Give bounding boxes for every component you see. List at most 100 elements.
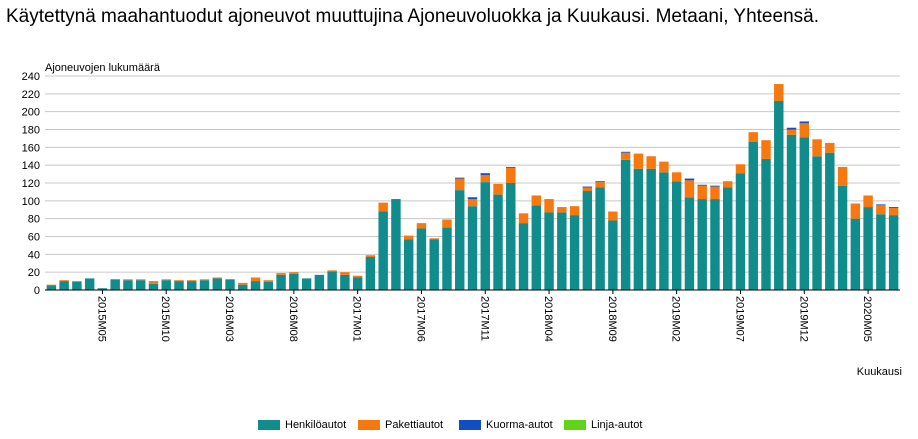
bar-segment[interactable] — [531, 195, 542, 206]
bar-segment[interactable] — [582, 186, 593, 188]
bar-segment[interactable] — [250, 281, 261, 290]
bar-segment[interactable] — [710, 185, 720, 187]
bar-segment[interactable] — [289, 273, 299, 290]
bar-segment[interactable] — [199, 280, 210, 290]
bar-segment[interactable] — [697, 185, 707, 200]
bar-segment[interactable] — [888, 215, 899, 290]
bar-segment[interactable] — [161, 280, 171, 290]
legend-item-kuorma-autot[interactable]: Kuorma-autot — [459, 419, 553, 431]
bar-segment[interactable] — [735, 173, 746, 290]
bar-segment[interactable] — [544, 199, 554, 213]
bar-segment[interactable] — [340, 274, 350, 290]
bar-segment[interactable] — [493, 194, 503, 290]
bar-segment[interactable] — [72, 281, 82, 290]
bar-segment[interactable] — [518, 213, 529, 224]
bar-segment[interactable] — [46, 284, 57, 286]
bar-segment[interactable] — [595, 181, 605, 183]
bar-segment[interactable] — [646, 168, 656, 290]
bar-segment[interactable] — [876, 205, 886, 215]
bar-segment[interactable] — [620, 151, 631, 153]
bar-segment[interactable] — [442, 219, 452, 228]
bar-segment[interactable] — [212, 278, 222, 290]
bar-segment[interactable] — [148, 283, 159, 290]
bar-segment[interactable] — [620, 152, 631, 160]
bar-segment[interactable] — [506, 183, 516, 290]
bar-segment[interactable] — [799, 121, 810, 124]
bar-segment[interactable] — [72, 281, 82, 282]
bar-segment[interactable] — [799, 137, 810, 290]
bar-segment[interactable] — [123, 280, 133, 290]
bar-segment[interactable] — [467, 206, 478, 290]
bar-segment[interactable] — [684, 180, 695, 198]
bar-segment[interactable] — [671, 172, 682, 182]
bar-segment[interactable] — [799, 123, 810, 138]
bar-segment[interactable] — [863, 207, 873, 290]
bar-segment[interactable] — [135, 279, 146, 281]
bar-segment[interactable] — [569, 215, 580, 290]
bar-segment[interactable] — [225, 279, 235, 290]
bar-segment[interactable] — [493, 183, 503, 195]
bar-segment[interactable] — [212, 277, 222, 279]
bar-segment[interactable] — [888, 207, 899, 208]
bar-segment[interactable] — [569, 206, 580, 216]
bar-segment[interactable] — [403, 235, 414, 240]
bar-segment[interactable] — [582, 187, 593, 192]
bar-segment[interactable] — [391, 199, 401, 290]
bar-segment[interactable] — [378, 211, 388, 290]
bar-segment[interactable] — [697, 184, 707, 186]
bar-segment[interactable] — [250, 277, 261, 282]
bar-segment[interactable] — [608, 220, 618, 290]
bar-segment[interactable] — [595, 182, 605, 188]
bar-segment[interactable] — [774, 100, 784, 290]
bar-segment[interactable] — [786, 129, 797, 135]
bar-segment[interactable] — [455, 177, 465, 179]
bar-segment[interactable] — [46, 285, 57, 290]
bar-segment[interactable] — [416, 228, 427, 290]
bar-segment[interactable] — [301, 278, 312, 290]
bar-segment[interactable] — [671, 181, 682, 290]
bar-segment[interactable] — [314, 274, 325, 290]
bar-segment[interactable] — [455, 190, 465, 290]
bar-segment[interactable] — [187, 280, 197, 282]
bar-segment[interactable] — [480, 173, 490, 175]
bar-segment[interactable] — [352, 277, 363, 290]
bar-segment[interactable] — [837, 166, 848, 186]
bar-segment[interactable] — [148, 281, 159, 284]
bar-segment[interactable] — [59, 280, 69, 282]
bar-segment[interactable] — [403, 239, 414, 290]
bar-segment[interactable] — [263, 280, 274, 282]
bar-segment[interactable] — [710, 199, 720, 290]
bar-segment[interactable] — [263, 281, 274, 290]
bar-segment[interactable] — [595, 187, 605, 290]
bar-segment[interactable] — [582, 191, 593, 290]
bar-segment[interactable] — [467, 199, 478, 207]
bar-segment[interactable] — [825, 142, 835, 153]
bar-segment[interactable] — [161, 279, 171, 281]
bar-segment[interactable] — [735, 164, 746, 174]
bar-segment[interactable] — [531, 205, 542, 290]
bar-segment[interactable] — [608, 211, 618, 221]
bar-segment[interactable] — [518, 223, 529, 291]
bar-segment[interactable] — [429, 238, 439, 240]
bar-segment[interactable] — [748, 132, 758, 142]
bar-segment[interactable] — [199, 279, 210, 281]
bar-segment[interactable] — [723, 181, 733, 188]
bar-segment[interactable] — [620, 159, 631, 290]
bar-segment[interactable] — [429, 239, 439, 290]
bar-segment[interactable] — [174, 280, 184, 282]
bar-segment[interactable] — [174, 281, 184, 290]
bar-segment[interactable] — [544, 212, 554, 290]
legend-item-linja-autot[interactable]: Linja-autot — [564, 419, 642, 431]
bar-segment[interactable] — [340, 272, 350, 275]
bar-segment[interactable] — [825, 152, 835, 290]
bar-segment[interactable] — [416, 223, 427, 229]
bar-segment[interactable] — [633, 168, 644, 290]
bar-segment[interactable] — [378, 202, 388, 212]
bar-segment[interactable] — [135, 280, 146, 290]
bar-segment[interactable] — [876, 204, 886, 206]
bar-segment[interactable] — [557, 207, 567, 213]
bar-segment[interactable] — [697, 199, 707, 290]
bar-segment[interactable] — [238, 284, 248, 290]
bar-segment[interactable] — [633, 153, 644, 169]
bar-segment[interactable] — [850, 218, 861, 290]
